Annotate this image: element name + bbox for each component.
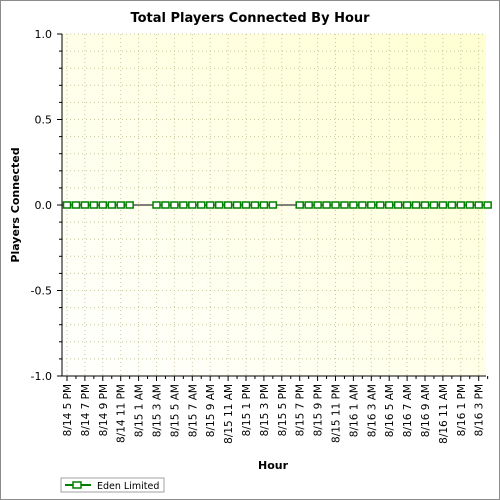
x-tick-label: 8/15 5 PM (277, 384, 289, 436)
x-tick-label: 8/16 5 AM (384, 384, 396, 437)
data-point (259, 201, 269, 209)
data-point (223, 201, 233, 209)
x-tick-label: 8/15 7 AM (187, 384, 199, 437)
data-point (197, 201, 206, 209)
x-tick-label: 8/15 1 AM (134, 384, 146, 437)
data-point (152, 201, 161, 209)
x-tick-label: 8/15 9 PM (313, 384, 325, 436)
series-eden-limited (62, 201, 492, 209)
x-tick-label: 8/15 9 AM (205, 384, 217, 437)
data-point (349, 201, 358, 209)
x-tick-label: 8/16 3 AM (366, 384, 378, 437)
x-tick-label: 8/16 1 PM (456, 384, 468, 436)
legend-marker (72, 481, 82, 489)
data-point (89, 201, 99, 209)
x-tick-label: 8/15 7 PM (295, 384, 307, 436)
data-point (340, 201, 349, 209)
data-point (456, 201, 466, 209)
legend-label: Eden Limited (97, 481, 159, 492)
x-tick-label: 8/16 3 PM (474, 384, 486, 436)
data-point (98, 201, 108, 209)
data-point (205, 201, 215, 209)
y-tick-labels: 1.0 0.5 0.0 -0.5 -1.0 (31, 28, 52, 383)
y-tick-label: -0.5 (31, 285, 52, 298)
data-point (438, 201, 448, 209)
data-point (107, 201, 116, 209)
data-point (241, 201, 251, 209)
x-tick-label: 8/15 11 AM (223, 384, 235, 444)
data-point (393, 201, 403, 209)
data-point (125, 201, 134, 209)
x-tick-label: 8/16 11 AM (438, 384, 450, 444)
data-point (384, 201, 394, 209)
data-point (331, 201, 340, 209)
x-tick-label: 8/14 11 PM (116, 384, 128, 443)
data-point (474, 201, 483, 209)
y-tick-label: 0.0 (35, 199, 53, 212)
data-point (402, 201, 412, 209)
data-point (295, 201, 304, 209)
data-point (232, 201, 242, 209)
x-tick-label: 8/14 7 PM (80, 384, 92, 436)
x-tick-label: 8/16 9 AM (420, 384, 432, 437)
data-point (304, 201, 313, 209)
data-point (62, 201, 72, 209)
x-tick-labels: 8/14 5 PM 8/14 7 PM 8/14 9 PM 8/14 11 PM 8/1… (62, 384, 486, 444)
grid (62, 33, 486, 377)
x-axis-title: Hour (258, 459, 289, 472)
data-point (250, 201, 260, 209)
x-tick-label: 8/16 1 AM (348, 384, 360, 437)
data-point (358, 201, 367, 209)
chart-title: Total Players Connected By Hour (130, 11, 370, 26)
y-tick-label: 1.0 (35, 28, 53, 41)
y-tick-label: 0.5 (35, 114, 53, 127)
data-point (80, 201, 90, 209)
data-point (411, 201, 421, 209)
legend: Eden Limited (60, 477, 165, 493)
data-point (447, 201, 457, 209)
data-point (429, 201, 439, 209)
data-point (465, 201, 474, 209)
data-point (71, 201, 81, 209)
x-tick-label: 8/16 7 AM (402, 384, 414, 437)
x-tick-label: 8/14 9 PM (98, 384, 110, 436)
data-point (116, 201, 125, 209)
x-tick-label: 8/15 5 AM (169, 384, 181, 437)
data-point (214, 201, 224, 209)
y-axis-title: Players Connected (9, 147, 22, 262)
x-tick-label: 8/14 5 PM (62, 384, 74, 436)
legend-box (60, 477, 165, 493)
data-point (268, 201, 278, 209)
data-point (179, 201, 188, 209)
x-tick-label: 8/15 1 PM (241, 384, 253, 436)
data-point (161, 201, 170, 209)
data-point (376, 201, 385, 209)
x-tick-label: 8/15 3 PM (259, 384, 271, 436)
data-point (483, 201, 492, 209)
data-point (322, 201, 331, 209)
x-tick-label: 8/15 11 PM (331, 384, 343, 443)
data-point (188, 201, 197, 209)
data-point (420, 201, 430, 209)
data-point (313, 201, 322, 209)
data-point (367, 201, 376, 209)
data-point (170, 201, 179, 209)
y-tick-label: -1.0 (31, 370, 52, 383)
x-tick-label: 8/15 3 AM (152, 384, 164, 437)
